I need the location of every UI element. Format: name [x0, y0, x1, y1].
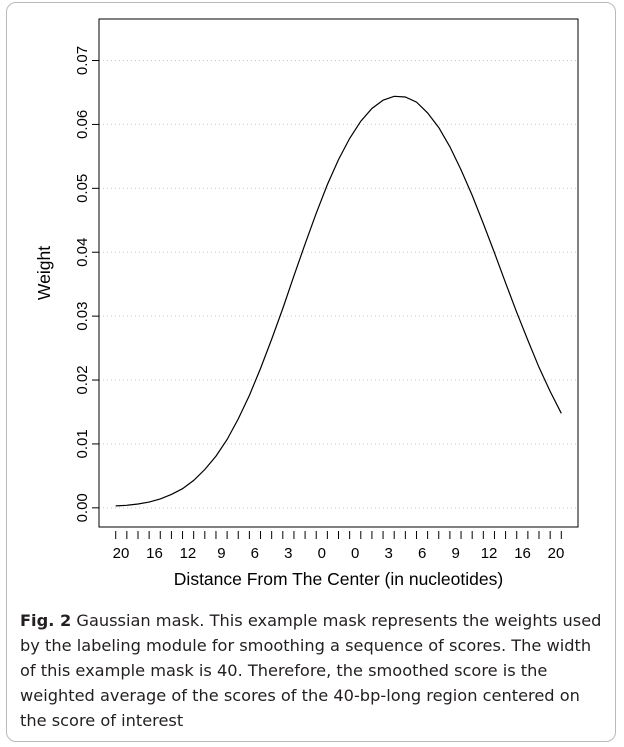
y-tick-label: 0.01	[74, 429, 91, 458]
x-tick-label: 9	[217, 545, 225, 562]
y-tick-label: 0.05	[74, 174, 91, 203]
x-tick-label: 20	[113, 545, 130, 562]
y-tick-label: 0.04	[74, 238, 91, 267]
x-tick-label: 12	[180, 545, 197, 562]
y-axis: 0.00 0.01 0.02 0.03 0.04 0.05 0.06 0.07	[74, 46, 99, 522]
figure-caption: Fig. 2 Gaussian mask. This example mask …	[20, 608, 605, 733]
y-tick-label: 0.00	[74, 493, 91, 522]
x-axis: 20 16 12 9 6 3 0 0 3 6 9 12 16 20	[113, 531, 565, 562]
x-tick-label: 6	[251, 545, 259, 562]
x-tick-label: 0	[351, 545, 359, 562]
figure-frame	[6, 2, 616, 742]
x-tick-label: 16	[514, 545, 531, 562]
y-axis-title: Weight	[34, 246, 54, 300]
x-tick-label: 9	[451, 545, 459, 562]
y-tick-label: 0.07	[74, 46, 91, 75]
x-tick-label: 6	[418, 545, 426, 562]
caption-text: Gaussian mask. This example mask represe…	[20, 611, 602, 730]
x-tick-label: 0	[318, 545, 326, 562]
x-tick-label: 3	[284, 545, 292, 562]
y-tick-label: 0.02	[74, 365, 91, 394]
x-tick-label: 16	[146, 545, 163, 562]
gaussian-mask-chart: 0.00 0.01 0.02 0.03 0.04 0.05 0.06 0.07 20 16 12 9…	[34, 18, 579, 589]
plot-area	[98, 18, 579, 528]
y-tick-label: 0.03	[74, 302, 91, 331]
x-tick-label: 12	[481, 545, 498, 562]
gaussian-curve-line	[115, 95, 562, 507]
x-tick-label: 20	[548, 545, 565, 562]
caption-label: Fig. 2	[20, 611, 72, 630]
y-tick-label: 0.06	[74, 110, 91, 139]
x-axis-title: Distance From The Center (in nucleotides…	[174, 569, 503, 589]
x-tick-label: 3	[385, 545, 393, 562]
